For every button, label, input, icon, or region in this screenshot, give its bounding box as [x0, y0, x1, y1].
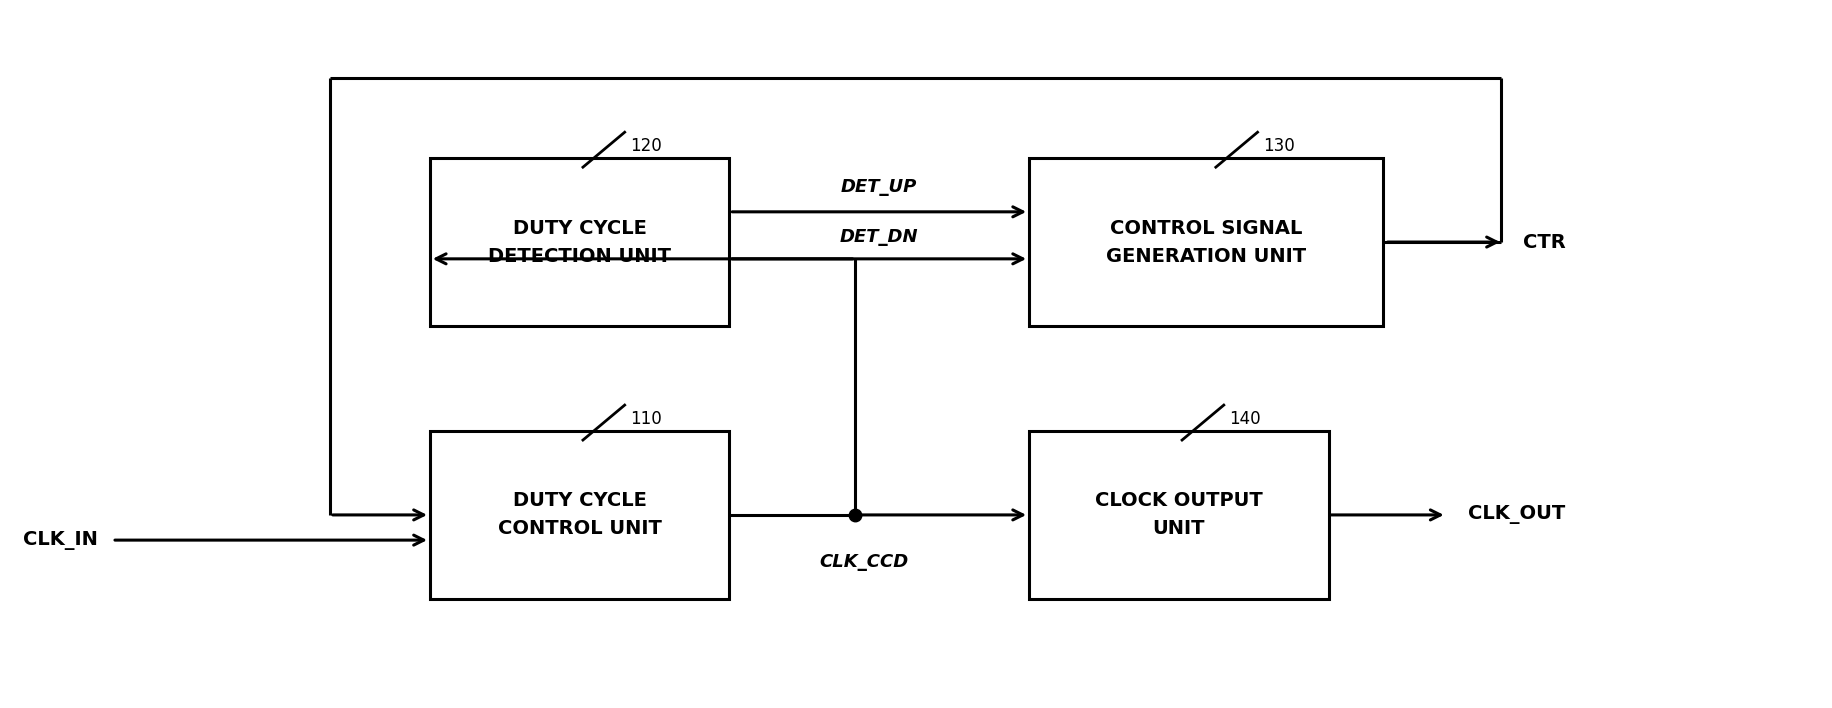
- Text: CLK_CCD: CLK_CCD: [819, 554, 909, 571]
- Bar: [1030, 431, 1328, 599]
- Text: CLK_OUT: CLK_OUT: [1469, 506, 1566, 525]
- Text: CTR: CTR: [1522, 232, 1566, 251]
- Bar: [431, 431, 729, 599]
- Bar: [1030, 158, 1383, 326]
- Bar: [431, 158, 729, 326]
- Text: DUTY CYCLE
CONTROL UNIT: DUTY CYCLE CONTROL UNIT: [498, 491, 661, 538]
- Text: DET_UP: DET_UP: [841, 178, 918, 196]
- Text: 110: 110: [630, 410, 661, 428]
- Text: 120: 120: [630, 137, 661, 155]
- Text: CLOCK OUTPUT
UNIT: CLOCK OUTPUT UNIT: [1096, 491, 1262, 538]
- Text: 130: 130: [1262, 137, 1295, 155]
- Text: CLK_IN: CLK_IN: [22, 530, 97, 549]
- Text: DET_DN: DET_DN: [839, 228, 918, 246]
- Text: 140: 140: [1229, 410, 1260, 428]
- Text: DUTY CYCLE
DETECTION UNIT: DUTY CYCLE DETECTION UNIT: [487, 219, 671, 266]
- Text: CONTROL SIGNAL
GENERATION UNIT: CONTROL SIGNAL GENERATION UNIT: [1107, 219, 1306, 266]
